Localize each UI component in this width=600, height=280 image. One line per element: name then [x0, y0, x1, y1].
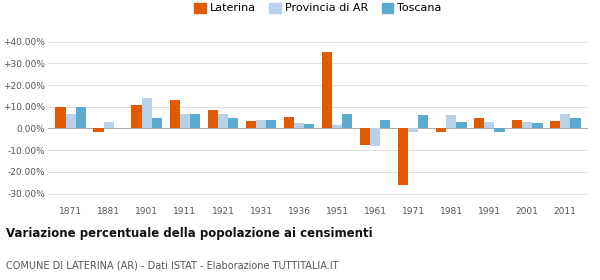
- Bar: [359, 129, 370, 145]
- Bar: [228, 118, 238, 129]
- Bar: [571, 118, 581, 129]
- Legend: Laterina, Provincia di AR, Toscana: Laterina, Provincia di AR, Toscana: [190, 0, 446, 18]
- Bar: [190, 114, 200, 129]
- Bar: [474, 118, 484, 129]
- Bar: [418, 115, 428, 129]
- Text: Variazione percentuale della popolazione ai censimenti: Variazione percentuale della popolazione…: [6, 227, 373, 240]
- Bar: [294, 123, 304, 129]
- Bar: [342, 114, 352, 129]
- Bar: [446, 115, 456, 129]
- Bar: [332, 125, 342, 129]
- Bar: [142, 98, 152, 129]
- Bar: [208, 110, 218, 129]
- Bar: [322, 52, 332, 129]
- Bar: [408, 129, 418, 132]
- Bar: [94, 129, 104, 132]
- Bar: [512, 120, 522, 129]
- Bar: [494, 129, 505, 132]
- Bar: [436, 129, 446, 132]
- Bar: [522, 122, 532, 129]
- Bar: [304, 124, 314, 129]
- Bar: [131, 104, 142, 129]
- Bar: [256, 120, 266, 129]
- Bar: [65, 114, 76, 129]
- Bar: [370, 129, 380, 146]
- Bar: [170, 100, 180, 129]
- Bar: [104, 122, 114, 129]
- Bar: [380, 120, 391, 129]
- Bar: [76, 107, 86, 129]
- Bar: [484, 122, 494, 129]
- Bar: [398, 129, 408, 185]
- Bar: [456, 122, 467, 129]
- Bar: [180, 114, 190, 129]
- Bar: [152, 118, 162, 129]
- Bar: [55, 107, 65, 129]
- Bar: [532, 123, 542, 129]
- Bar: [284, 116, 294, 129]
- Bar: [560, 114, 571, 129]
- Text: COMUNE DI LATERINA (AR) - Dati ISTAT - Elaborazione TUTTITALIA.IT: COMUNE DI LATERINA (AR) - Dati ISTAT - E…: [6, 261, 338, 271]
- Bar: [266, 120, 277, 129]
- Bar: [218, 114, 228, 129]
- Bar: [245, 121, 256, 129]
- Bar: [550, 121, 560, 129]
